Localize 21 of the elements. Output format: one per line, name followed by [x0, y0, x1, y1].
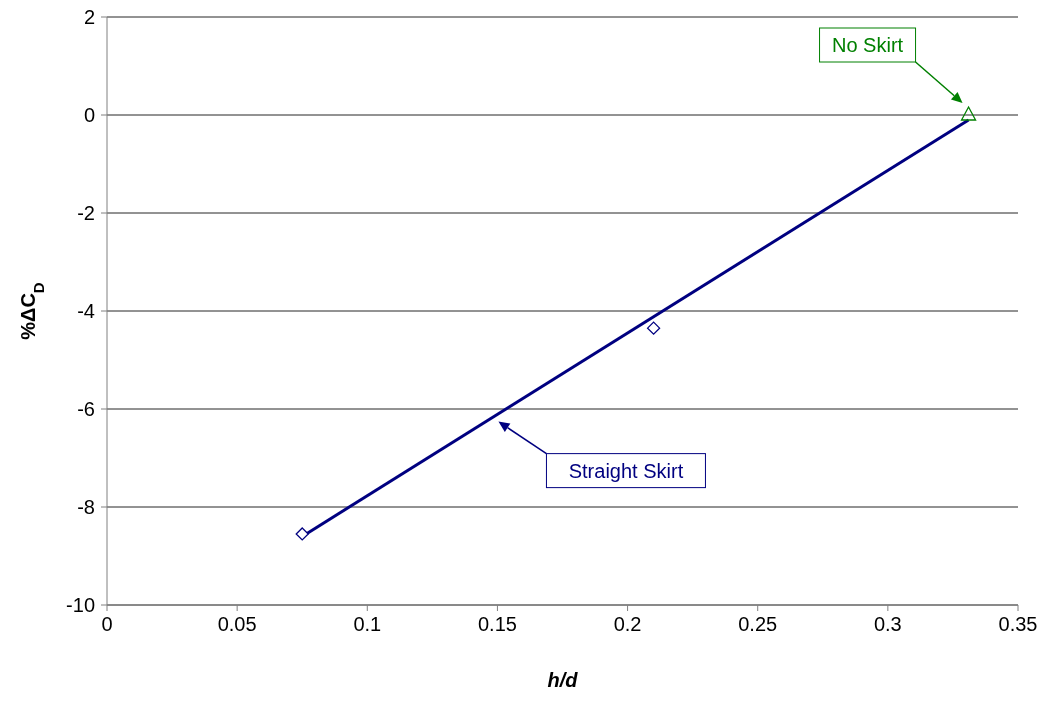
x-tick-label: 0.15	[477, 613, 517, 636]
point	[960, 106, 977, 121]
x-tick-label: 0.3	[873, 613, 902, 636]
y-tick-label: -2	[77, 202, 95, 225]
x-tick-label: 0.05	[217, 613, 257, 636]
x-tick-label: 0.25	[738, 613, 778, 636]
text: Straight Skirt	[568, 459, 684, 482]
x-tick-label: 0	[101, 613, 113, 636]
y-tick-label: -4	[77, 300, 95, 323]
x-axis-title: h/d	[547, 669, 579, 691]
y-tick-label: -10	[66, 594, 95, 617]
y-tick-label: 0	[83, 104, 95, 127]
y-tick-label: -8	[77, 496, 95, 519]
point	[295, 527, 309, 541]
y-tick-label: -6	[77, 398, 95, 421]
x-tick-label: 0.1	[353, 613, 382, 636]
point	[646, 321, 661, 335]
x-tick-label: 0.2	[613, 613, 642, 636]
y-tick-label: 2	[83, 6, 95, 29]
text: No Skirt	[831, 34, 904, 56]
x-tick-label: 0.35	[998, 613, 1038, 636]
